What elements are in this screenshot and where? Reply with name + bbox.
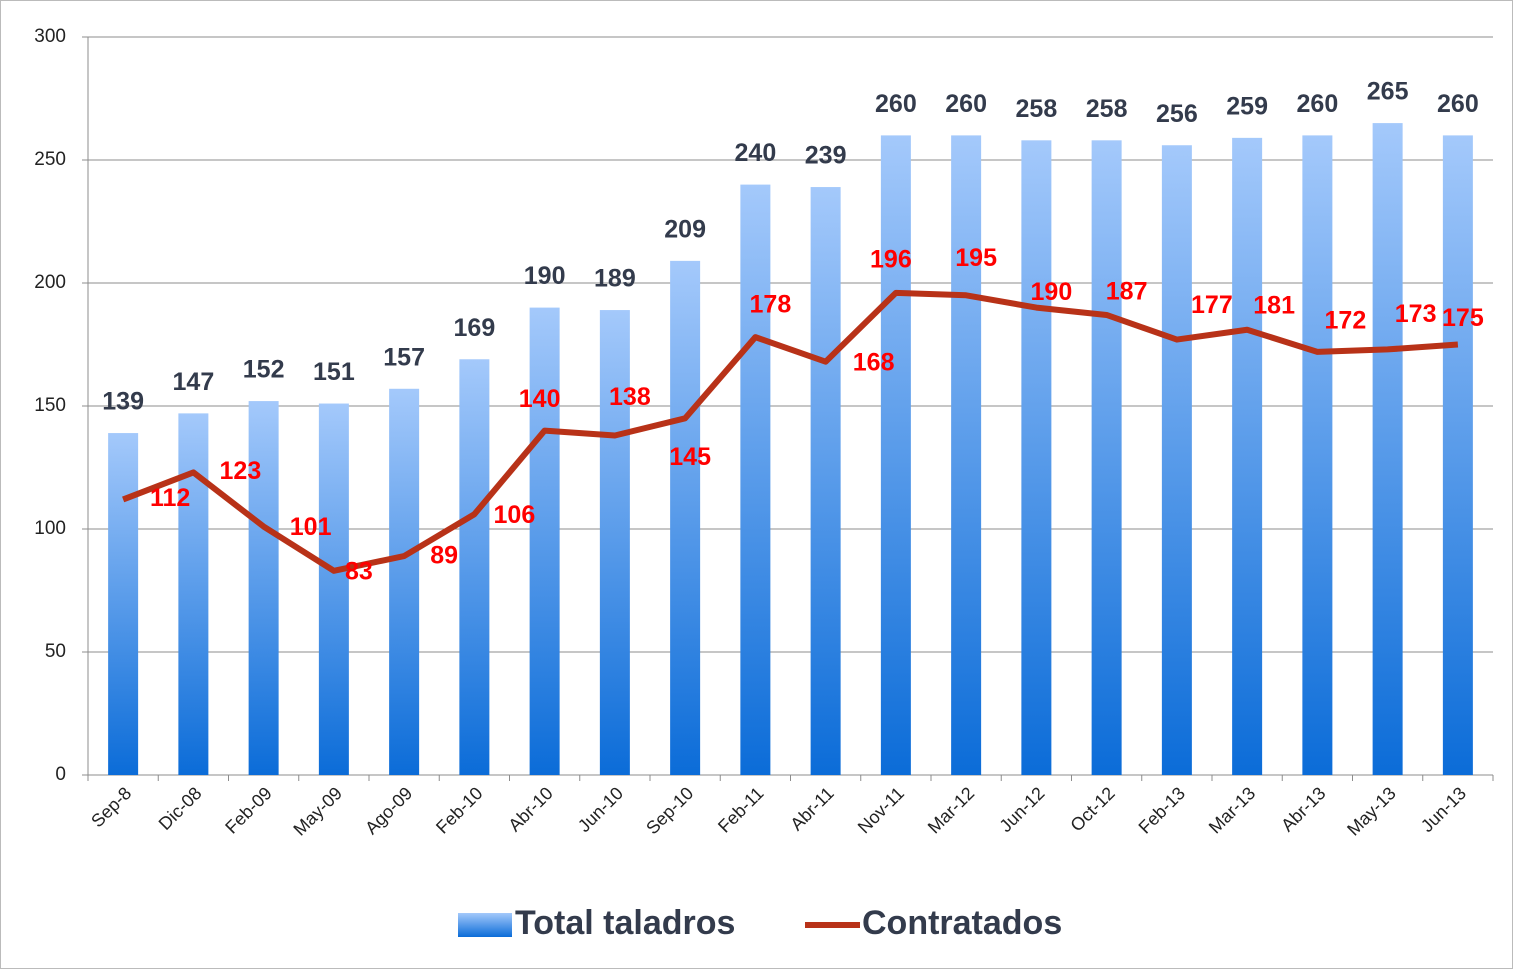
legend-label: Total taladros	[515, 904, 735, 942]
line-value-label: 175	[1442, 304, 1484, 332]
bar-value-label: 260	[945, 90, 987, 118]
bar	[1302, 135, 1333, 775]
bar-value-label: 139	[102, 388, 144, 416]
bar-value-label: 157	[383, 343, 425, 371]
bar	[880, 135, 911, 775]
line-value-label: 106	[494, 501, 536, 529]
line-value-label: 178	[750, 291, 792, 319]
line-value-label: 145	[669, 443, 711, 471]
bar-value-label: 265	[1367, 78, 1409, 106]
line-value-label: 195	[955, 244, 997, 272]
bar	[1232, 137, 1263, 776]
bar-value-label: 152	[243, 356, 285, 384]
bar	[318, 403, 349, 775]
bar-value-label: 256	[1156, 100, 1198, 128]
line-value-label: 177	[1191, 291, 1233, 319]
bar	[248, 401, 279, 775]
bar	[459, 359, 490, 775]
bar	[740, 184, 771, 776]
bar-value-label: 259	[1226, 92, 1268, 120]
bar-value-label: 189	[594, 265, 636, 293]
bar	[108, 433, 139, 775]
bar-value-label: 240	[735, 139, 777, 167]
line-value-label: 172	[1325, 306, 1367, 334]
bar-value-label: 209	[664, 215, 706, 243]
bar	[1021, 140, 1052, 775]
line-value-label: 190	[1031, 278, 1073, 306]
bar-value-label: 169	[454, 314, 496, 342]
line-value-label: 89	[430, 542, 458, 570]
y-tick-label: 0	[55, 764, 66, 785]
y-tick-label: 50	[45, 641, 66, 662]
bar	[178, 413, 209, 775]
bar	[1091, 140, 1122, 775]
bar	[389, 388, 420, 775]
bar	[670, 260, 701, 775]
line-value-label: 112	[150, 484, 190, 512]
bar-value-label: 258	[1086, 95, 1128, 123]
legend-swatch	[458, 913, 512, 937]
bar	[1161, 145, 1192, 776]
line-value-label: 196	[870, 245, 912, 273]
bar-value-label: 260	[1297, 90, 1339, 118]
bar	[810, 187, 841, 775]
line-value-label: 138	[609, 383, 651, 411]
bar-value-label: 190	[524, 262, 566, 290]
line-value-label: 187	[1106, 278, 1148, 306]
bar	[1372, 123, 1403, 776]
y-tick-label: 100	[34, 518, 66, 539]
bar	[1442, 135, 1473, 775]
line-value-label: 168	[853, 348, 895, 376]
line-value-label: 83	[345, 557, 373, 585]
bar	[529, 307, 560, 775]
y-tick-label: 300	[34, 26, 66, 47]
line-value-label: 123	[220, 457, 262, 485]
bar-value-label: 151	[313, 358, 355, 386]
y-tick-label: 200	[34, 272, 66, 293]
line-value-label: 181	[1253, 291, 1295, 319]
bar-value-label: 258	[1016, 95, 1058, 123]
line-value-label: 173	[1395, 300, 1437, 328]
bar-value-label: 239	[805, 142, 847, 170]
bar-value-label: 260	[875, 90, 917, 118]
y-tick-label: 150	[34, 395, 66, 416]
bar	[599, 310, 630, 775]
line-value-label: 140	[519, 385, 561, 413]
bar-value-label: 147	[173, 368, 215, 396]
line-value-label: 101	[290, 513, 332, 541]
line	[122, 289, 1459, 574]
bar-value-label: 260	[1437, 90, 1479, 118]
legend-label: Contratados	[862, 904, 1062, 942]
y-tick-label: 250	[34, 149, 66, 170]
bar	[951, 135, 982, 775]
